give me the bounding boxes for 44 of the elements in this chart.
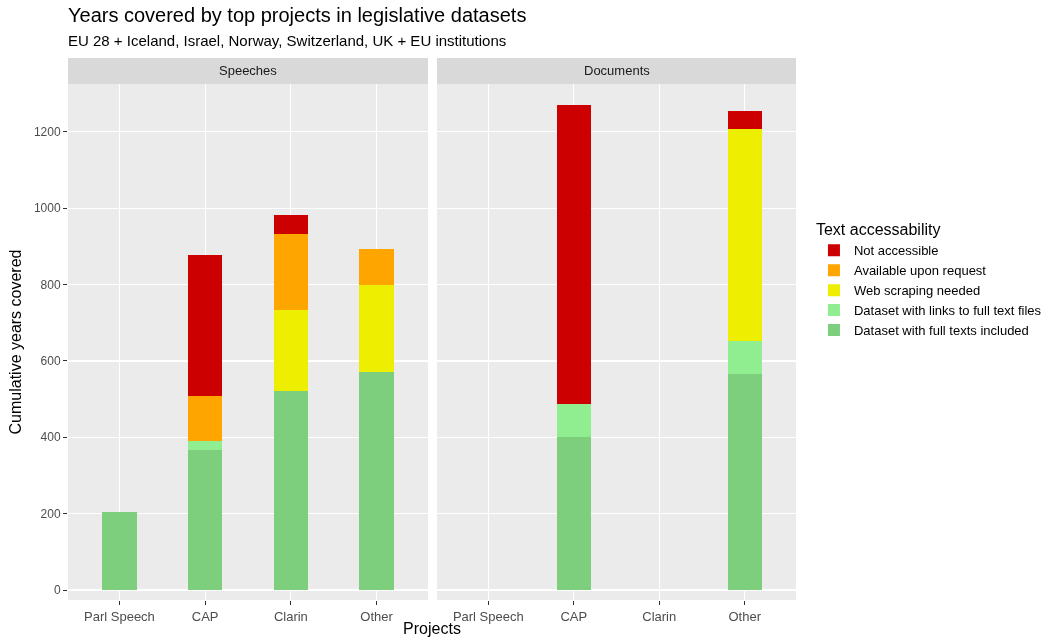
bar bbox=[359, 371, 394, 591]
x-tick-label: Clarin bbox=[273, 608, 308, 624]
text: Documents bbox=[584, 63, 651, 78]
y-tick-label: 0 bbox=[53, 583, 61, 598]
bar bbox=[273, 390, 308, 591]
y-tick-label: 800 bbox=[40, 277, 61, 292]
bar bbox=[359, 284, 394, 372]
bar bbox=[556, 404, 591, 438]
chart-title: Years covered by top projects in legislative datasets bbox=[68, 4, 527, 27]
legend-label: Available upon request bbox=[853, 263, 987, 279]
bar bbox=[727, 111, 762, 130]
y-tick-label: 400 bbox=[40, 430, 61, 445]
x-tick-label: Other bbox=[728, 608, 762, 624]
bar bbox=[188, 254, 223, 396]
x-tick-label: Clarin bbox=[642, 608, 677, 624]
bar bbox=[727, 341, 762, 374]
bar bbox=[102, 511, 137, 591]
text: Speeches bbox=[219, 63, 278, 78]
bar bbox=[273, 214, 308, 234]
legend-label: Web scraping needed bbox=[853, 283, 981, 299]
legend-label: Dataset with links to full text files bbox=[853, 303, 1042, 319]
y-tick-label: 600 bbox=[40, 354, 61, 369]
bar bbox=[359, 249, 394, 285]
bar bbox=[556, 105, 591, 405]
chart-subtitle: EU 28 + Iceland, Israel, Norway, Switzerland, UK + EU institutions bbox=[68, 32, 507, 49]
bar bbox=[556, 437, 591, 591]
legend-label: Dataset with full texts included bbox=[853, 323, 1029, 338]
x-tick-label: CAP bbox=[560, 608, 588, 624]
bar bbox=[727, 129, 762, 342]
bar bbox=[188, 395, 223, 441]
bar bbox=[188, 450, 223, 591]
y-tick-label: 1000 bbox=[33, 201, 61, 216]
legend-label: Not accessible bbox=[853, 243, 939, 259]
y-tick-label: 1200 bbox=[33, 124, 61, 139]
y-tick-label: 200 bbox=[40, 506, 61, 521]
bar bbox=[273, 310, 308, 391]
x-tick-label: Other bbox=[360, 608, 394, 624]
y-axis-title: Cumulative years covered bbox=[6, 249, 24, 435]
x-tick-label: Parl Speech bbox=[84, 608, 155, 624]
bar bbox=[273, 233, 308, 311]
bar bbox=[727, 373, 762, 591]
x-tick-label: CAP bbox=[191, 608, 219, 624]
bar bbox=[188, 440, 223, 451]
legend-title: Text accessability bbox=[815, 221, 941, 239]
